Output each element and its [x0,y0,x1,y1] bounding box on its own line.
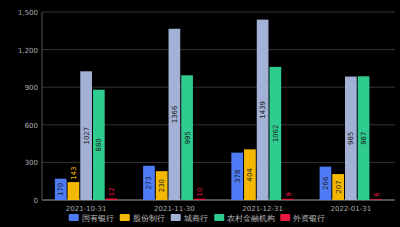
legend-label: 城商行 [183,214,208,223]
grid-line [42,49,395,50]
bar [156,171,168,200]
bar [55,179,67,200]
bar [370,199,382,200]
data-label: 995 [184,131,192,144]
bar [231,153,243,200]
data-labels: 170 143 1027 880 12 273 230 1366 995 10 378 404 1439… [57,101,381,197]
legend-swatch [69,214,79,221]
legend-label: 国有银行 [82,214,114,223]
data-label: 12 [108,187,116,196]
y-tick-label: 300 [25,159,38,167]
grid-line [42,87,395,88]
bar [345,77,357,200]
bar [169,29,181,200]
legend-swatch [214,214,224,221]
x-tick-label: 2021-10-31 [66,205,107,213]
legend-swatch [120,214,130,221]
data-label: 207 [335,180,343,193]
data-label: 987 [360,131,368,144]
y-tick-label: 600 [25,122,38,130]
data-label: 266 [322,176,330,190]
x-tick-label: 2022-01-31 [331,205,372,213]
data-label: 6 [373,192,381,197]
bars [55,20,382,200]
legend-label: 股份制行 [133,214,165,223]
bar [194,199,206,200]
bar [93,90,105,200]
data-label: 273 [145,176,153,189]
x-tick-label: 2021-12-31 [242,205,283,213]
bar [320,167,332,200]
background [0,0,400,227]
data-label: 880 [95,138,103,151]
bar [68,182,80,200]
bar [143,166,155,200]
data-label: 9 [285,192,293,196]
data-label: 985 [347,132,355,145]
legend-swatch [171,214,181,221]
bar [282,199,294,200]
legend: 国有银行 股份制行 城商行 农村金融机构 外资银行 [69,214,326,223]
y-tick-label: 1,500 [18,9,38,17]
bar [358,76,370,200]
data-label: 1439 [259,101,267,119]
legend-label: 外资银行 [293,214,325,223]
legend-label: 农村金融机构 [227,214,275,223]
data-label: 143 [70,166,78,179]
x-tick-label: 2021-11-30 [154,205,195,213]
data-label: 170 [57,183,65,196]
bar [257,20,269,200]
grid-line [42,12,395,13]
legend-swatch [280,214,290,221]
data-label: 10 [196,187,204,196]
bar [181,75,193,200]
bar [106,198,118,200]
bar [332,174,344,200]
y-tick-label: 0 [34,197,38,205]
data-label: 378 [234,170,242,183]
chart: 0 300 600 900 1,200 1,500 170 143 1027 880 12 273 23… [0,0,400,227]
data-label: 1027 [83,127,91,145]
data-label: 230 [158,179,166,192]
data-label: 404 [246,167,254,181]
data-label: 1062 [272,125,280,143]
y-tick-label: 900 [25,84,38,92]
y-tick-label: 1,200 [18,47,38,55]
y-axis [42,12,43,200]
bar [80,71,92,200]
bar [244,149,256,200]
bar [269,67,281,200]
data-label: 1366 [171,105,179,123]
